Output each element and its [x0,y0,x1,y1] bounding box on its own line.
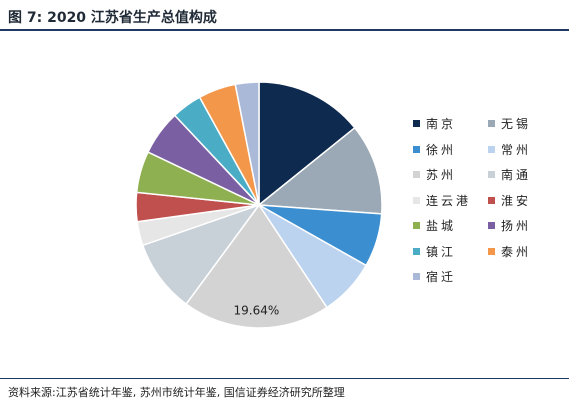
source-note: 资料来源:江苏省统计年鉴, 苏州市统计年鉴, 国信证券经济研究所整理 [8,386,345,399]
legend-item: 苏州 [413,167,456,183]
pie-slice-5 [185,203,328,329]
legend-swatch [488,196,495,204]
legend-swatch [488,120,495,127]
legend-swatch [413,196,420,204]
legend-label: 无锡 [501,117,532,131]
legend-label: 徐州 [426,142,457,157]
pie-slice-2 [257,126,383,215]
legend-item: 泰州 [488,244,531,260]
legend-label: 南京 [426,117,457,131]
legend-swatch [413,120,420,127]
legend-swatch [413,145,420,153]
legend-swatch [413,222,420,229]
pie-slice-13 [234,81,260,206]
legend-item: 南京 [413,116,456,132]
legend-item: 连云港 [413,193,471,209]
legend-swatch [488,222,495,229]
legend-item: 扬州 [488,218,531,234]
legend-item: 淮安 [488,193,531,209]
pie-slice-1 [258,81,356,207]
legend-swatch [413,171,420,178]
legend-swatch [413,273,420,280]
legend-label: 连云港 [426,193,472,208]
legend-label: 南通 [501,168,532,182]
legend-swatch [488,247,495,255]
legend-swatch [413,247,420,255]
legend-item: 南通 [488,167,531,183]
data-label: 19.64% [234,304,280,318]
legend-swatch [488,171,495,178]
legend-label: 苏州 [426,168,457,182]
legend-label: 淮安 [501,193,532,208]
chart-title: 图 7: 2020 江苏省生产总值构成 [8,10,217,26]
legend-label: 宿迁 [426,270,457,284]
legend-label: 泰州 [501,244,532,259]
legend-item: 镇江 [413,244,456,260]
legend-swatch [488,145,495,153]
legend-label: 镇江 [426,244,457,259]
bottom-rule [0,378,569,379]
legend-item: 宿迁 [413,269,456,285]
legend-label: 扬州 [501,219,532,233]
legend-item: 常州 [488,142,531,158]
legend-item: 盐城 [413,218,456,234]
legend-label: 常州 [501,142,532,157]
legend-item: 徐州 [413,142,456,158]
top-rule [0,29,569,31]
legend-label: 盐城 [426,219,457,233]
legend-item: 无锡 [488,116,531,132]
pie-slice-6 [141,203,262,306]
